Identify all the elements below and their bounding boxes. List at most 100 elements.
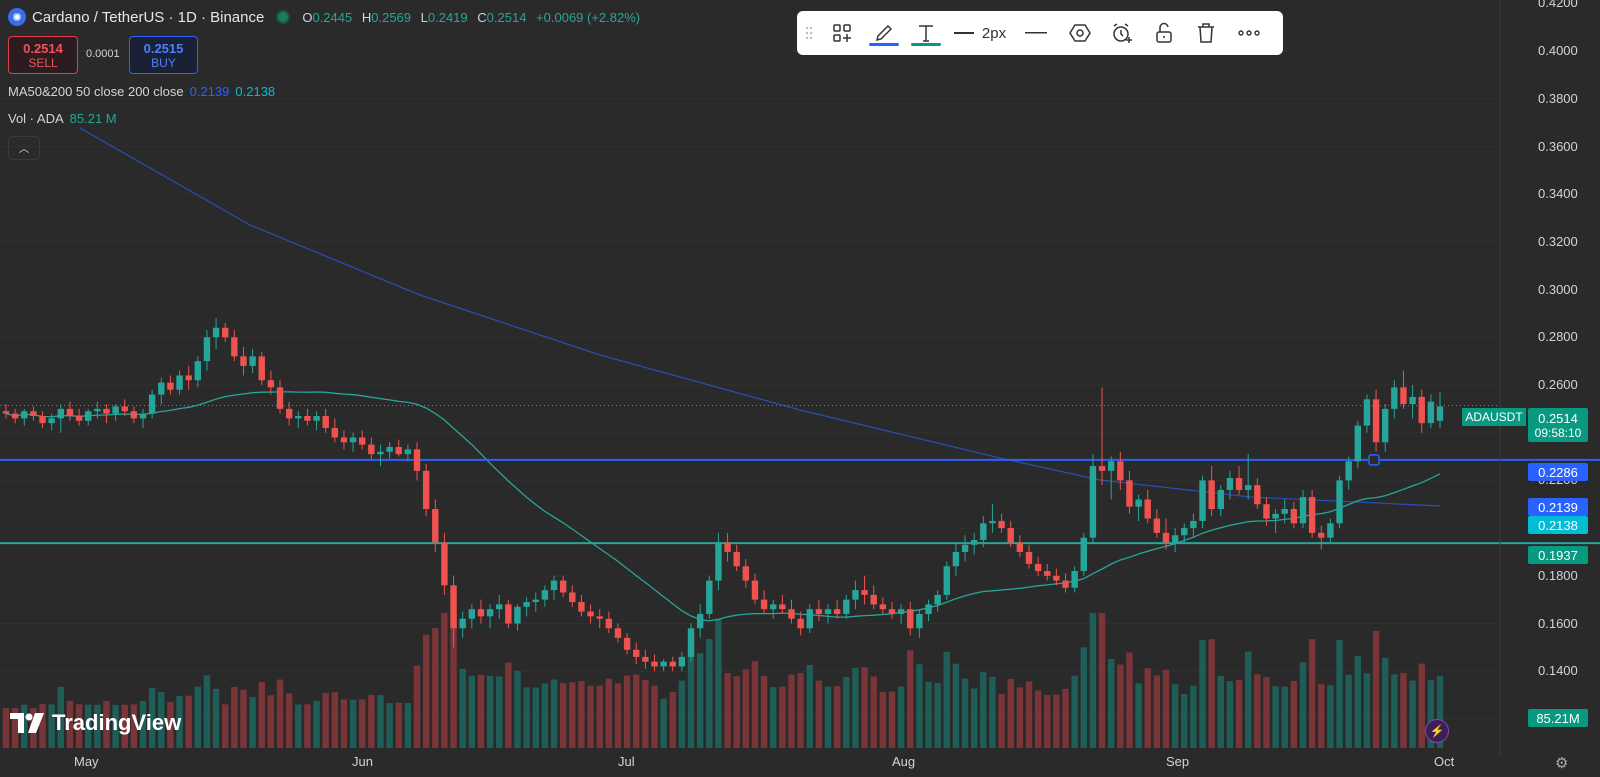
ma-indicator-label: MA50&200 50 close 200 close [8, 84, 184, 99]
more-button[interactable] [1227, 11, 1271, 55]
volume-indicator-legend[interactable]: Vol · ADA 85.21 M [8, 111, 117, 126]
line-color-button[interactable] [863, 11, 905, 55]
volume-bar [1363, 673, 1371, 748]
volume-bar [1098, 613, 1106, 748]
buy-button[interactable]: 0.2515 BUY [129, 36, 198, 74]
volume-bar [1409, 680, 1416, 748]
volume-bar [486, 675, 494, 748]
volume-bar [1162, 669, 1170, 748]
volume-bar [395, 702, 402, 748]
candle [94, 401, 101, 419]
volume-bar [1235, 680, 1243, 748]
volume-bar [295, 704, 302, 748]
candle [1372, 389, 1380, 452]
candle [1235, 466, 1243, 495]
candle [413, 442, 421, 481]
line-width-button[interactable]: 2px [947, 11, 1013, 55]
candle [1034, 556, 1042, 576]
volume-bar [249, 696, 256, 748]
candle [1062, 573, 1069, 593]
volume-bar [687, 638, 695, 748]
volume-bar [523, 687, 530, 748]
candle [1318, 525, 1325, 550]
candle [605, 611, 613, 634]
volume-bar [1171, 684, 1179, 748]
volume-bar [669, 691, 676, 748]
candle [459, 611, 466, 638]
volume-bar [642, 680, 649, 748]
ma200-line[interactable] [79, 127, 1441, 507]
ma50-line[interactable] [5, 391, 1441, 622]
lightning-icon[interactable]: ⚡ [1425, 719, 1449, 743]
settings-button[interactable] [1059, 11, 1101, 55]
volume-bar [66, 700, 74, 748]
candle [596, 609, 603, 629]
lock-button[interactable] [1143, 11, 1185, 55]
volume-bar [505, 662, 512, 748]
volume-bar [121, 704, 128, 748]
candle [1290, 501, 1298, 529]
volume-bar [450, 613, 457, 748]
candle [340, 430, 348, 450]
candle [696, 604, 704, 638]
candle [733, 544, 740, 572]
add-alert-button[interactable] [1101, 11, 1143, 55]
time-tick-label: Jun [352, 754, 373, 769]
volume-bar [304, 704, 311, 748]
templates-button[interactable] [821, 11, 863, 55]
candle [48, 413, 55, 431]
bar-countdown: 09:58:10 [1534, 425, 1582, 440]
last-price-value: 0.2514 [1538, 410, 1578, 426]
volume-bar [1053, 694, 1060, 748]
candle [1281, 499, 1288, 524]
candle [970, 532, 978, 555]
symbol-title[interactable]: Cardano / TetherUS · 1D · Binance [32, 8, 265, 26]
delete-button[interactable] [1185, 11, 1227, 55]
line-anchor-handle[interactable] [1368, 454, 1380, 466]
time-tick-label: Aug [892, 754, 916, 769]
ma200-value: 0.2138 [235, 84, 276, 99]
candle [687, 623, 695, 662]
candle [222, 322, 229, 343]
volume-bar [870, 676, 877, 748]
text-icon [919, 25, 933, 42]
volume-bar [1308, 639, 1316, 748]
volume-bar [1427, 680, 1435, 748]
volume-bar [779, 686, 786, 748]
candle [103, 404, 110, 424]
candle [1107, 456, 1115, 500]
collapse-legend-button[interactable]: ︿ [8, 136, 40, 160]
volume-bar [130, 704, 138, 748]
candle [1117, 451, 1124, 490]
candle [916, 609, 923, 638]
gear-icon[interactable]: ⚙ [1555, 755, 1569, 772]
volume-bar [39, 704, 46, 748]
candle [249, 349, 256, 374]
drag-handle-icon[interactable] [797, 11, 821, 55]
candle [2, 404, 10, 419]
volume-bar [422, 634, 430, 748]
volume-bar [212, 688, 220, 748]
volume-bar [103, 700, 110, 748]
candle [1071, 566, 1078, 593]
cardano-logo-icon: ✺ [8, 8, 26, 26]
tradingview-logo[interactable]: TradingView [10, 710, 181, 736]
volume-bar [1025, 681, 1033, 748]
sell-button[interactable]: 0.2514 SELL [8, 36, 78, 74]
candle [715, 532, 722, 591]
volume-value: 85.21 M [69, 111, 117, 126]
candle [121, 399, 128, 417]
candle [742, 559, 750, 588]
volume-bar [1126, 652, 1133, 748]
ma-indicator-legend[interactable]: MA50&200 50 close 200 close 0.2139 0.213… [8, 84, 275, 99]
candle [432, 499, 439, 552]
candle [998, 513, 1005, 533]
volume-bar [441, 613, 448, 748]
candle [770, 599, 777, 619]
volume-bar [85, 704, 92, 748]
volume-bar [1226, 681, 1234, 748]
text-color-button[interactable] [905, 11, 947, 55]
volume-bar [888, 691, 896, 748]
line-style-button[interactable] [1013, 11, 1059, 55]
